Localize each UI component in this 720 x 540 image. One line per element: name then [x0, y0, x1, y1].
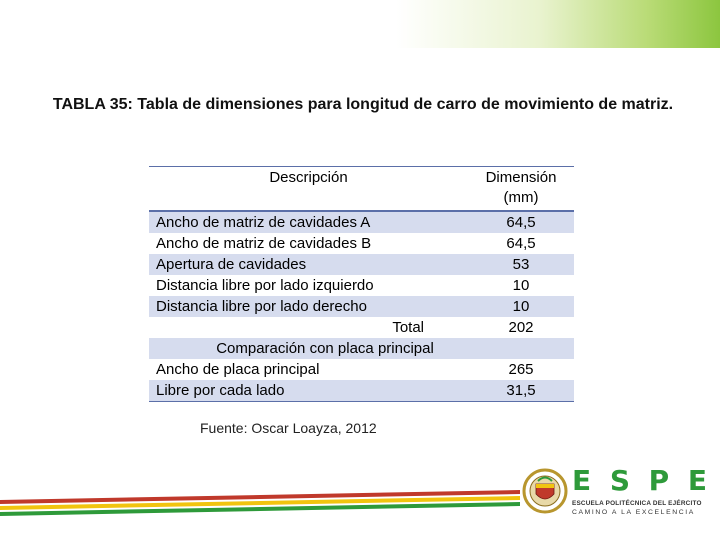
table-row: Ancho de placa principal 265	[149, 359, 574, 380]
header-dimension: Dimensión (mm)	[468, 167, 574, 212]
row-label: Ancho de placa principal	[156, 361, 320, 378]
logo-letter: S	[609, 464, 630, 497]
logo-letter: E	[572, 464, 592, 497]
row-value: 64,5	[506, 235, 536, 252]
header-description: Descripción	[269, 169, 348, 186]
row-value: 265	[508, 361, 534, 378]
comparison-heading: Comparación con placa principal	[216, 340, 434, 357]
row-value: 10	[512, 298, 530, 315]
table-row: Apertura de cavidades 53	[149, 254, 574, 275]
row-label: Ancho de matriz de cavidades B	[156, 235, 372, 252]
row-label: Ancho de matriz de cavidades A	[156, 214, 371, 231]
bottom-stripes-decoration	[0, 490, 520, 516]
green-stripe	[0, 502, 520, 516]
total-row: Total 202	[149, 317, 574, 338]
yellow-stripe	[0, 496, 520, 510]
total-value: 202	[508, 319, 534, 336]
row-label: Distancia libre por lado derecho	[156, 298, 367, 315]
comparison-heading-row: Comparación con placa principal	[149, 338, 574, 359]
row-value: 53	[512, 256, 530, 273]
top-gradient-band	[0, 0, 720, 48]
row-label: Apertura de cavidades	[156, 256, 307, 273]
table-row: Ancho de matriz de cavidades A 64,5	[149, 211, 574, 233]
header-dimension-label: Dimensión	[485, 169, 557, 186]
logo-motto: CAMINO A LA EXCELENCIA	[572, 509, 695, 516]
total-label: Total	[392, 319, 424, 336]
row-value: 31,5	[506, 382, 536, 399]
espe-logo: E S P E ESCUELA POLITÉCNICA DEL EJÉRCITO…	[520, 462, 710, 522]
red-stripe	[0, 490, 520, 504]
espe-wordmark: E S P E	[572, 464, 707, 497]
row-value: 10	[512, 277, 530, 294]
table-row: Distancia libre por lado izquierdo 10	[149, 275, 574, 296]
table-header-row: Descripción Dimensión (mm)	[149, 166, 574, 212]
logo-letter: P	[648, 464, 670, 497]
header-dimension-unit: (mm)	[503, 189, 539, 206]
table-row: Libre por cada lado 31,5	[149, 380, 574, 402]
row-value: 64,5	[506, 214, 536, 231]
slide-title: TABLA 35: Tabla de dimensiones para long…	[52, 96, 674, 113]
logo-letter: E	[687, 464, 707, 497]
source-caption: Fuente: Oscar Loayza, 2012	[200, 420, 377, 436]
table-row: Ancho de matriz de cavidades B 64,5	[149, 233, 574, 254]
row-label: Libre por cada lado	[156, 382, 285, 399]
seal-icon	[522, 468, 568, 514]
row-label: Distancia libre por lado izquierdo	[156, 277, 374, 294]
dimensions-table: Descripción Dimensión (mm) Ancho de matr…	[149, 166, 574, 402]
logo-institution-name: ESCUELA POLITÉCNICA DEL EJÉRCITO	[572, 500, 702, 507]
table-row: Distancia libre por lado derecho 10	[149, 296, 574, 317]
